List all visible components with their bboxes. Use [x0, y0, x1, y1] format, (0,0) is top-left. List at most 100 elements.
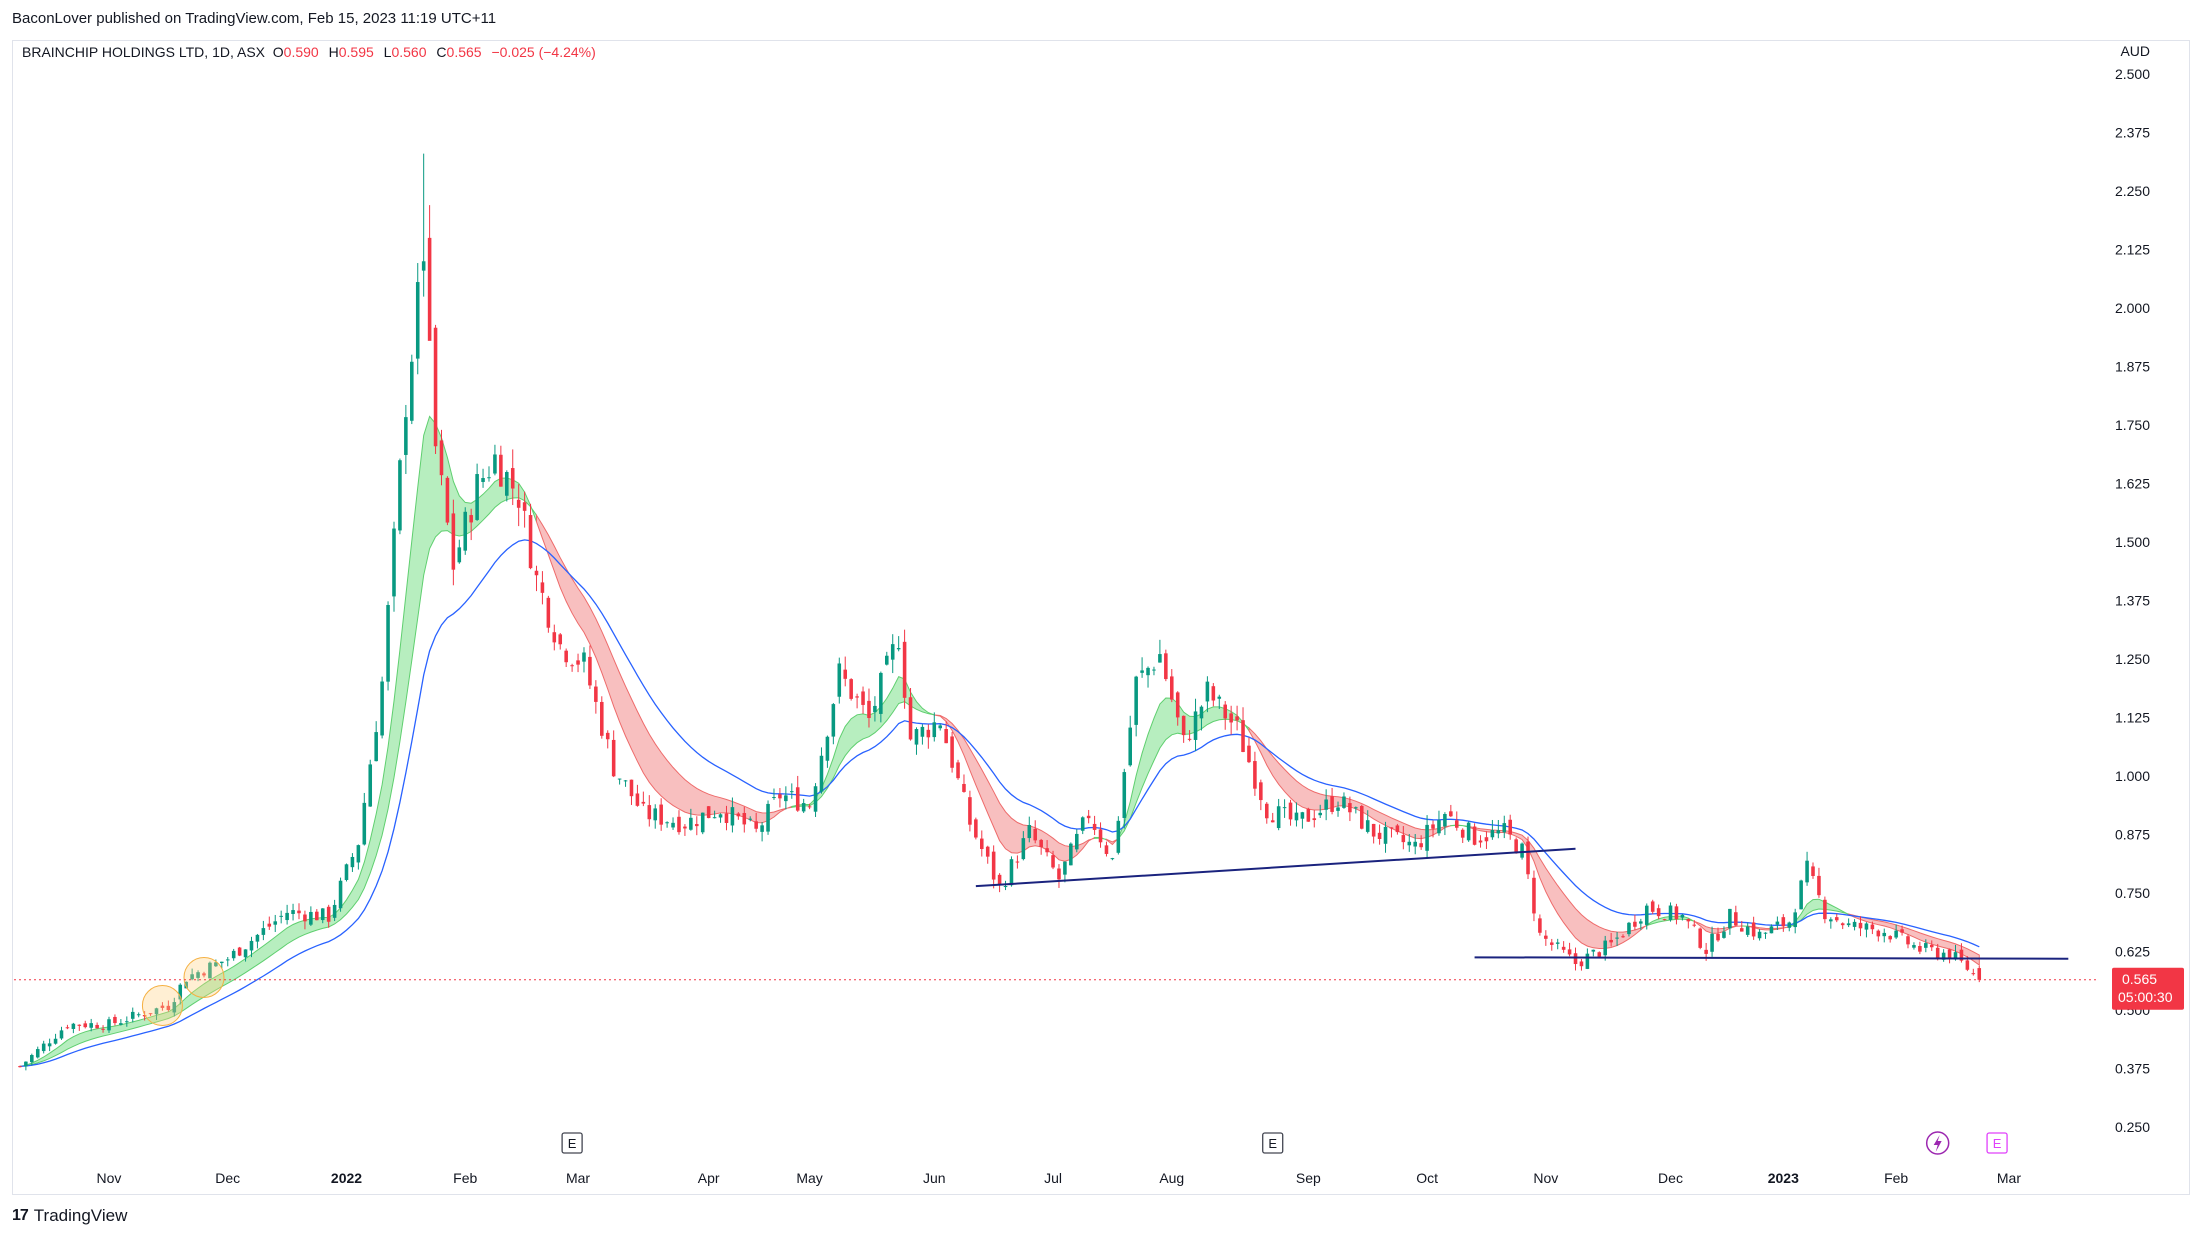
time-tick-label: Mar: [566, 1170, 590, 1186]
earnings-marker-label: E: [568, 1136, 577, 1151]
candle-body: [1888, 936, 1892, 940]
candle-body: [1288, 802, 1293, 820]
candle-body: [1419, 843, 1423, 848]
open-value: 0.590: [283, 44, 319, 60]
candle-body: [398, 460, 402, 531]
candle-body: [1472, 826, 1477, 845]
candle-body: [861, 691, 865, 705]
candle-body: [742, 812, 747, 825]
high-value: 0.595: [338, 44, 374, 60]
last-price-value: 0.565: [2122, 971, 2157, 987]
low-label: L: [383, 44, 392, 60]
candle-body: [1437, 820, 1441, 834]
candle-body: [1799, 880, 1803, 910]
candle-body: [1152, 669, 1156, 671]
candle-body: [712, 817, 717, 819]
candle-body: [677, 816, 681, 833]
candle-body: [540, 582, 545, 593]
candle-body: [1698, 928, 1702, 948]
candle-body: [914, 729, 919, 745]
candle-body: [1425, 824, 1429, 851]
price-tick-label: 1.625: [2115, 476, 2150, 492]
highlight-circle: [183, 956, 225, 998]
candle-body: [59, 1030, 64, 1039]
candle-body: [125, 1021, 129, 1023]
time-tick-label: Nov: [1533, 1170, 1558, 1186]
candle-body: [1169, 676, 1174, 700]
candle-body: [1086, 815, 1091, 819]
candle-body: [1449, 811, 1453, 817]
candle-body: [754, 821, 758, 829]
candle-body: [926, 729, 931, 738]
candle-body: [1627, 922, 1631, 935]
close-value: 0.565: [446, 44, 482, 60]
candle-body: [1977, 968, 1982, 980]
candle-body: [1431, 824, 1435, 829]
candle-body: [665, 822, 669, 824]
candle-body: [1003, 885, 1008, 888]
candle-body: [267, 923, 272, 927]
candle-body: [225, 959, 230, 961]
price-tick-label: 2.250: [2115, 183, 2150, 199]
candle-body: [1342, 796, 1346, 808]
candle-body: [65, 1027, 70, 1029]
candle-body: [202, 973, 206, 976]
candle-body: [273, 921, 278, 925]
candle-body: [1775, 921, 1780, 925]
candle-body: [1591, 949, 1596, 952]
price-tick-label: 2.375: [2115, 125, 2150, 141]
time-tick-label: Dec: [215, 1170, 240, 1186]
candle-body: [1158, 654, 1162, 663]
candle-body: [641, 801, 646, 804]
candle-body: [594, 686, 598, 702]
candle-body: [807, 806, 812, 808]
time-tick-label: Sep: [1296, 1170, 1321, 1186]
candle-body: [1781, 917, 1786, 927]
candle-body: [1918, 946, 1922, 952]
candle-body: [879, 672, 883, 714]
candle-body: [1146, 667, 1150, 676]
candle-body: [1496, 830, 1501, 834]
candle-body: [849, 679, 853, 699]
candle-body: [1045, 848, 1049, 853]
candle-body: [938, 725, 943, 729]
candle-body: [255, 934, 260, 942]
candle-body: [1935, 947, 1940, 958]
candle-body: [1609, 939, 1613, 943]
candle-body: [1544, 935, 1548, 939]
price-tick-label: 2.500: [2115, 66, 2150, 82]
candle-body: [795, 787, 800, 811]
candle-body: [724, 813, 729, 823]
candle-body: [1906, 936, 1910, 945]
tradingview-footer[interactable]: 17 TradingView: [12, 1206, 127, 1226]
trendline-layer: [975, 847, 2069, 960]
candle-body: [1259, 782, 1263, 801]
high-label: H: [328, 44, 339, 60]
candle-body: [392, 528, 396, 597]
ema-ribbon-segment: [1450, 824, 1470, 828]
candle-body: [546, 597, 551, 628]
candle-body: [766, 803, 770, 832]
candle-body: [570, 665, 574, 667]
candle-body: [617, 778, 622, 780]
candle-body: [1579, 961, 1584, 967]
candle-body: [1484, 837, 1489, 842]
candle-body: [481, 478, 485, 482]
candle-body: [404, 417, 408, 455]
candle-body: [95, 1024, 99, 1029]
price-tick-label: 1.000: [2115, 768, 2150, 784]
candle-body: [362, 802, 367, 845]
time-tick-label: Jun: [923, 1170, 946, 1186]
candle-body: [243, 949, 248, 958]
candle-body: [718, 814, 723, 818]
candle-body: [689, 817, 693, 830]
candle-body: [1134, 676, 1138, 725]
candle-body: [837, 663, 842, 697]
candle-body: [1722, 931, 1726, 938]
candle-body: [1318, 812, 1322, 816]
candle-body: [190, 974, 194, 980]
candle-body: [932, 722, 937, 738]
candle-body: [1692, 924, 1697, 926]
candle-body: [950, 736, 954, 768]
